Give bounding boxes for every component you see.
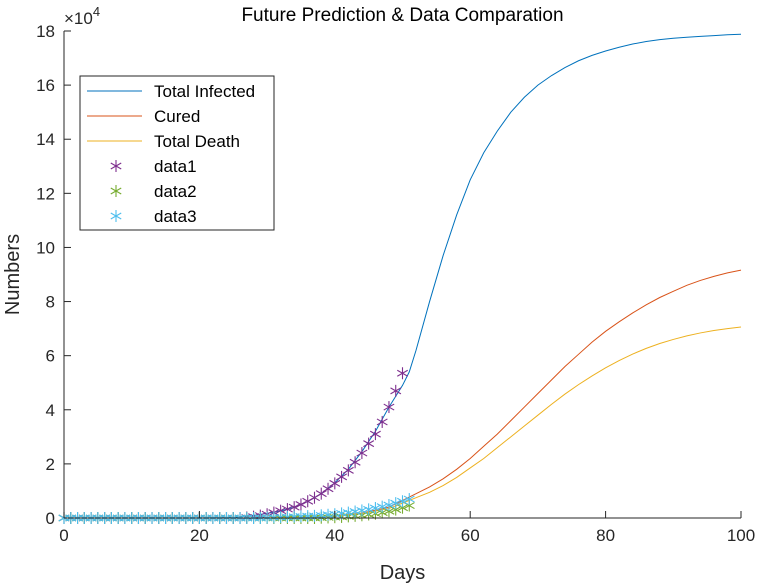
data3-point bbox=[342, 506, 354, 519]
y-tick-label: 6 bbox=[46, 347, 55, 366]
x-tick-label: 20 bbox=[190, 526, 209, 545]
legend-label: data3 bbox=[154, 207, 197, 226]
y-tick-label: 18 bbox=[36, 22, 55, 41]
data1-point bbox=[315, 487, 327, 500]
data1-point bbox=[369, 428, 381, 441]
data3-point bbox=[369, 501, 381, 514]
data1-point bbox=[383, 401, 395, 414]
data-layer bbox=[58, 33, 742, 524]
legend: Total Infected Cured Total Death data1 data2… bbox=[79, 75, 275, 231]
data3-point bbox=[356, 504, 368, 517]
data3-point bbox=[363, 503, 375, 516]
data3-point bbox=[349, 505, 361, 518]
y-tick-label: 14 bbox=[36, 130, 55, 149]
data1-point bbox=[336, 470, 348, 483]
legend-swatch-marker bbox=[110, 185, 122, 197]
chart-title: Future Prediction & Data Comparation bbox=[241, 5, 563, 26]
legend-label: data2 bbox=[154, 182, 197, 201]
data1-point bbox=[363, 437, 375, 450]
y-axis-exponent-power: 4 bbox=[93, 4, 100, 19]
x-axis-title: Days bbox=[380, 562, 426, 584]
data3-point bbox=[376, 500, 388, 513]
y-tick-label: 10 bbox=[36, 238, 55, 257]
data3-point bbox=[383, 499, 395, 512]
y-axis-exponent-base: ×10 bbox=[64, 9, 93, 28]
axes-layer: 0 20 40 60 80 100 0 2 4 6 8 10 12 14 16 18 bbox=[36, 22, 755, 545]
data1-point bbox=[397, 367, 408, 380]
legend-swatch-marker bbox=[110, 160, 122, 172]
data1-point bbox=[322, 482, 334, 495]
legend-swatch-marker bbox=[110, 210, 122, 222]
data1-point bbox=[349, 456, 361, 469]
data1-point bbox=[356, 447, 368, 460]
y-tick-label: 8 bbox=[46, 293, 55, 312]
x-tick-label: 60 bbox=[461, 526, 480, 545]
x-tick-label: 0 bbox=[59, 526, 68, 545]
data1-point bbox=[376, 415, 388, 428]
y-tick-label: 2 bbox=[46, 455, 55, 474]
data3-point bbox=[397, 495, 408, 508]
data3-point bbox=[403, 493, 415, 506]
y-tick-label: 0 bbox=[46, 509, 55, 528]
x-tick-label: 80 bbox=[596, 526, 615, 545]
data1-point bbox=[342, 464, 354, 477]
legend-label: data1 bbox=[154, 157, 197, 176]
data1-point bbox=[295, 498, 307, 511]
y-tick-label: 16 bbox=[36, 76, 55, 95]
data3-point bbox=[336, 507, 348, 520]
data1-point bbox=[329, 477, 341, 490]
y-tick-label: 4 bbox=[46, 401, 55, 420]
legend-label: Total Infected bbox=[154, 82, 255, 101]
y-axis-title: Numbers bbox=[2, 234, 24, 315]
data1-point bbox=[390, 384, 402, 397]
x-tick-label: 100 bbox=[727, 526, 755, 545]
legend-box bbox=[79, 75, 275, 231]
data3-point bbox=[390, 497, 402, 510]
legend-label: Total Death bbox=[154, 132, 240, 151]
y-axis-exponent-label: ×104 bbox=[64, 4, 100, 28]
legend-label: Cured bbox=[154, 107, 200, 126]
x-tick-label: 40 bbox=[325, 526, 344, 545]
y-tick-label: 12 bbox=[36, 184, 55, 203]
